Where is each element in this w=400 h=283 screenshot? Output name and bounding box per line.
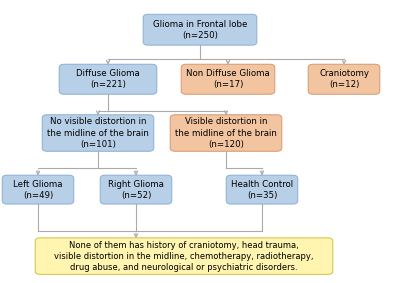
Text: Craniotomy
(n=12): Craniotomy (n=12) — [319, 69, 369, 89]
Text: Non Diffuse Glioma
(n=17): Non Diffuse Glioma (n=17) — [186, 69, 270, 89]
Text: Right Glioma
(n=52): Right Glioma (n=52) — [108, 179, 164, 200]
Text: None of them has history of craniotomy, head trauma,
visible distortion in the m: None of them has history of craniotomy, … — [54, 241, 314, 272]
FancyBboxPatch shape — [59, 64, 157, 94]
FancyBboxPatch shape — [42, 115, 154, 151]
Text: Health Control
(n=35): Health Control (n=35) — [231, 179, 293, 200]
Text: Diffuse Glioma
(n=221): Diffuse Glioma (n=221) — [76, 69, 140, 89]
FancyBboxPatch shape — [181, 64, 275, 94]
FancyBboxPatch shape — [143, 14, 257, 45]
FancyBboxPatch shape — [226, 175, 298, 204]
Text: Glioma in Frontal lobe
(n=250): Glioma in Frontal lobe (n=250) — [153, 20, 247, 40]
FancyBboxPatch shape — [170, 115, 282, 151]
FancyBboxPatch shape — [100, 175, 172, 204]
FancyBboxPatch shape — [2, 175, 74, 204]
FancyBboxPatch shape — [308, 64, 380, 94]
Text: Left Glioma
(n=49): Left Glioma (n=49) — [13, 179, 63, 200]
Text: Visible distortion in
the midline of the brain
(n=120): Visible distortion in the midline of the… — [175, 117, 277, 149]
FancyBboxPatch shape — [35, 238, 333, 275]
Text: No visible distortion in
the midline of the brain
(n=101): No visible distortion in the midline of … — [47, 117, 149, 149]
